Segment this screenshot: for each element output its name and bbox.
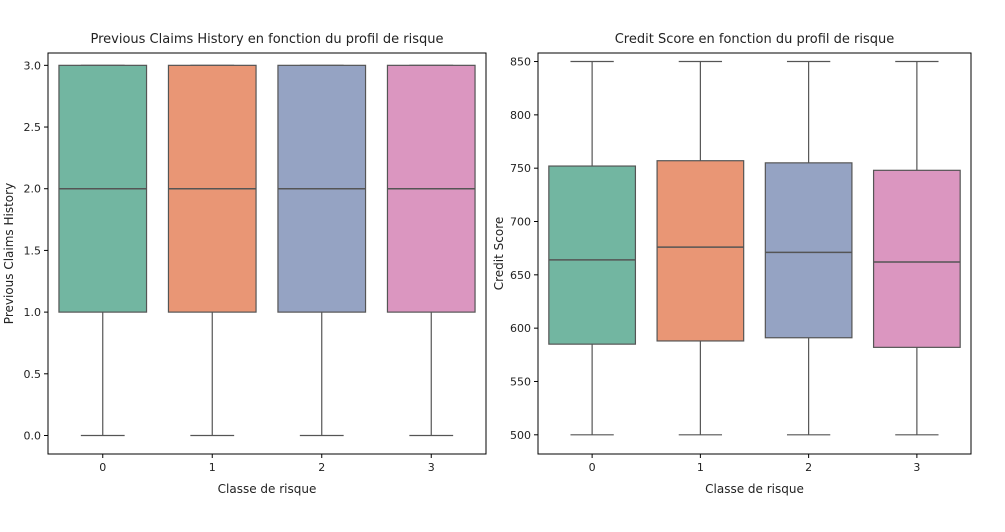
y-tick-label: 0.0 <box>24 429 42 442</box>
box-group-0 <box>548 60 637 436</box>
axes-frame <box>537 52 972 455</box>
box-group-1 <box>167 64 257 437</box>
box-group-3 <box>872 60 961 436</box>
box-0 <box>548 165 637 345</box>
y-tick-label: 600 <box>510 322 531 335</box>
x-axis-label: Classe de risque <box>218 482 317 496</box>
y-tick-label: 1.0 <box>24 306 42 319</box>
y-tick-label: 750 <box>510 162 531 175</box>
y-tick-label: 550 <box>510 375 531 388</box>
x-tick-label: 0 <box>589 461 596 474</box>
chart-panel-credit-score: Credit Score en fonction du profil de ri… <box>492 32 972 496</box>
x-tick-label: 3 <box>913 461 920 474</box>
chart-title: Previous Claims History en fonction du p… <box>90 32 443 47</box>
box-3 <box>872 169 961 348</box>
chart-title: Credit Score en fonction du profil de ri… <box>615 32 895 47</box>
y-axis-label: Previous Claims History <box>2 183 16 324</box>
x-tick-label: 1 <box>697 461 704 474</box>
y-axis-label: Credit Score <box>492 217 506 291</box>
y-tick-label: 500 <box>510 429 531 442</box>
y-tick-label: 700 <box>510 216 531 229</box>
box-2 <box>764 162 853 339</box>
box-group-1 <box>656 60 745 436</box>
x-tick-label: 3 <box>428 461 435 474</box>
box-group-2 <box>764 60 853 436</box>
box-group-3 <box>386 64 476 437</box>
box-group-0 <box>58 64 148 437</box>
x-tick-label: 2 <box>318 461 325 474</box>
x-tick-label: 0 <box>99 461 106 474</box>
y-tick-label: 650 <box>510 269 531 282</box>
x-axis-label: Classe de risque <box>705 482 804 496</box>
y-tick-label: 850 <box>510 56 531 69</box>
x-tick-label: 2 <box>805 461 812 474</box>
y-tick-label: 2.5 <box>24 121 42 134</box>
box-group-2 <box>277 64 367 437</box>
chart-panel-claims-history: Previous Claims History en fonction du p… <box>2 32 487 496</box>
x-tick-label: 1 <box>209 461 216 474</box>
y-tick-label: 3.0 <box>24 59 42 72</box>
y-tick-label: 0.5 <box>24 368 42 381</box>
box-1 <box>656 160 745 342</box>
y-tick-label: 1.5 <box>24 244 42 257</box>
y-tick-label: 800 <box>510 109 531 122</box>
axes-frame <box>47 52 487 455</box>
y-tick-label: 2.0 <box>24 183 42 196</box>
